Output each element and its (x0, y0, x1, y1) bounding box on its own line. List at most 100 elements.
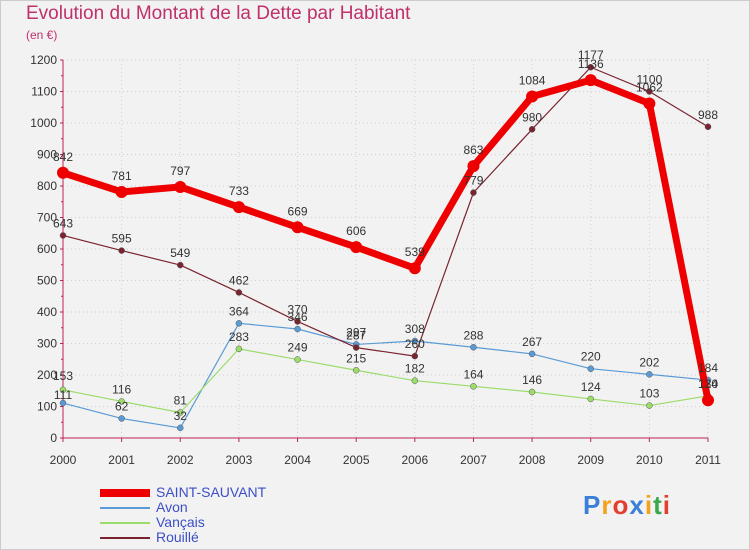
data-label: 980 (522, 110, 542, 124)
data-label: 669 (288, 204, 308, 218)
data-point (352, 367, 360, 374)
data-point (643, 97, 656, 110)
data-label: 288 (463, 328, 483, 342)
series-line-rouill- (62, 66, 709, 357)
data-label: 606 (346, 224, 366, 238)
series-group (57, 63, 714, 432)
data-label: 863 (463, 143, 483, 157)
data-point (702, 394, 714, 407)
data-point (59, 232, 67, 239)
data-label: 364 (229, 304, 249, 318)
data-point (232, 201, 245, 214)
chart-title: Evolution du Montant de la Dette par Hab… (26, 3, 411, 24)
x-tick-label: 2007 (460, 453, 487, 467)
data-label: 32 (174, 409, 188, 423)
data-label: 1136 (578, 57, 604, 71)
data-label: 146 (522, 373, 542, 387)
data-point (526, 90, 539, 103)
data-label: 297 (346, 325, 366, 339)
y-tick-label: 500 (37, 274, 57, 288)
data-label: 797 (170, 164, 190, 178)
data-label: 81 (174, 393, 188, 407)
data-point (118, 247, 125, 254)
series-line-saint-sauvant (59, 76, 712, 404)
data-label: 202 (639, 355, 659, 369)
data-point (411, 337, 419, 345)
logo-letter: t (653, 490, 663, 520)
data-label: 111 (54, 388, 73, 402)
data-label: 184 (698, 361, 718, 375)
data-point (174, 180, 187, 193)
data-point (177, 409, 184, 416)
y-tick-label: 200 (37, 368, 57, 382)
y-tick-label: 1000 (30, 116, 57, 130)
data-label: 643 (53, 216, 73, 230)
data-label: 1100 (636, 73, 662, 87)
x-tick-label: 2003 (226, 453, 253, 467)
data-label: 220 (581, 350, 601, 364)
data-point (528, 388, 536, 396)
legend-label: Rouillé (156, 529, 199, 545)
data-point (352, 344, 360, 351)
data-point (411, 377, 419, 384)
data-point (350, 241, 363, 254)
data-label: 308 (405, 322, 425, 336)
data-point (587, 365, 594, 372)
data-point (470, 189, 477, 196)
x-tick-label: 2001 (108, 453, 135, 467)
x-tick-label: 2009 (577, 453, 604, 467)
logo-letter: i (644, 490, 654, 520)
y-tick-label: 700 (37, 211, 57, 225)
y-tick-label: 800 (37, 179, 57, 193)
data-label: 462 (229, 273, 249, 287)
y-tick-label: 900 (37, 148, 57, 162)
y-tick-label: 1100 (31, 85, 57, 99)
y-tick-label: 600 (37, 242, 57, 256)
data-labels: 111 62 32 364 346 297 308 288 267 220 202 184 153 116… (53, 48, 718, 423)
series-line-van-ais (62, 348, 709, 414)
data-point (470, 344, 477, 351)
data-point (470, 383, 477, 390)
y-tick-label: 300 (37, 337, 57, 351)
axes: 0 100 200 300 400 500 600 700 800 900 1000 1100 1200… (30, 53, 721, 467)
data-point (235, 345, 243, 353)
data-label: 116 (112, 382, 131, 396)
logo-letter: i (662, 490, 671, 520)
data-label: 260 (405, 337, 425, 351)
data-point (57, 166, 69, 179)
data-label: 267 (522, 335, 542, 349)
data-label: 287 (346, 329, 366, 343)
data-label: 549 (170, 246, 190, 260)
data-point (584, 74, 597, 87)
data-point (177, 424, 184, 432)
data-label: 215 (346, 351, 366, 365)
x-tick-label: 2008 (519, 453, 546, 467)
legend-swatch (100, 507, 150, 509)
data-point (118, 398, 125, 405)
data-point (646, 88, 653, 95)
grid (62, 59, 709, 439)
data-point (704, 123, 712, 131)
legend-label: Vançais (156, 514, 205, 530)
data-point (408, 262, 421, 275)
logo-letter: P (583, 490, 602, 520)
data-point (467, 160, 480, 173)
data-point (59, 399, 67, 407)
legend-label: SAINT-SAUVANT (156, 484, 267, 500)
x-tick-label: 2004 (284, 453, 311, 467)
data-point (646, 371, 653, 378)
y-tick-label: 400 (37, 305, 57, 319)
data-label: 781 (112, 169, 132, 183)
data-label: 182 (405, 362, 425, 376)
data-label: 1084 (519, 74, 546, 88)
data-label: 370 (288, 302, 308, 316)
y-tick-label: 0 (50, 431, 57, 445)
data-label: 779 (463, 174, 483, 188)
data-label: 164 (463, 367, 483, 381)
data-point (235, 289, 243, 296)
data-label: 283 (229, 330, 249, 344)
logo-letter: x (629, 490, 645, 520)
data-label: 103 (639, 387, 659, 401)
data-label: 249 (288, 341, 308, 355)
